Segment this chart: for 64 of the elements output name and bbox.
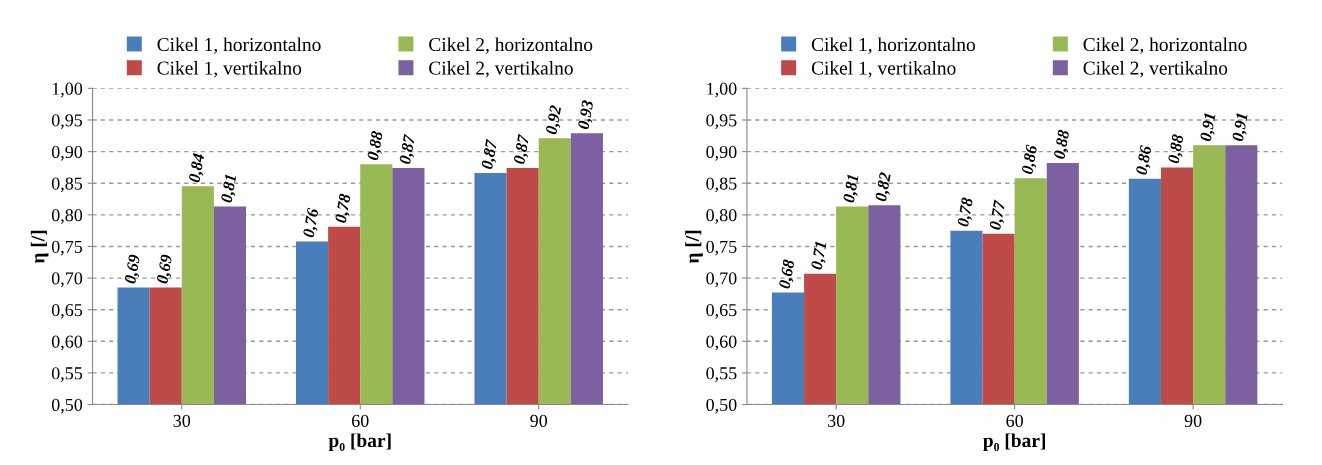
data-label: 0,86	[1135, 144, 1154, 176]
x-tick-label: 60	[351, 414, 369, 427]
y-tick-label: 0,80	[51, 209, 83, 224]
y-tick-label: 0,85	[51, 177, 83, 193]
data-label: 0,82	[874, 171, 894, 203]
data-label: 0,87	[481, 138, 500, 170]
data-label: 0,91	[1231, 113, 1251, 142]
data-label: 0,88	[366, 130, 386, 161]
y-tick-label: 0,70	[706, 272, 737, 288]
data-label: 0,76	[302, 207, 322, 239]
y-axis-title: η [/]	[685, 230, 703, 264]
y-tick-label: 0,55	[706, 367, 737, 382]
x-axis-title: p₀ [bar]	[983, 433, 1045, 452]
data-label: 0,81	[220, 174, 239, 204]
y-tick-label: 0,50	[706, 398, 737, 414]
y-tick-label: 0,65	[51, 303, 83, 319]
legend-label: Cikel 1, horizontalno	[157, 37, 321, 54]
legend-label: Cikel 2, vertikalno	[429, 60, 573, 78]
legend-label: Cikel 2, vertikalno	[1083, 60, 1228, 78]
data-label: 0,92	[545, 104, 564, 136]
x-axis-title: p₀ [bar]	[328, 433, 391, 452]
data-label: 0,86	[1021, 144, 1040, 175]
x-tick-label: 30	[173, 414, 191, 427]
y-tick-label: 0,60	[51, 335, 83, 351]
y-tick-label: 0,85	[706, 177, 737, 193]
y-tick-label: 0,75	[706, 240, 737, 256]
data-label: 0,88	[1053, 129, 1072, 160]
x-tick-label: 90	[1184, 414, 1202, 427]
x-tick-label: 60	[1006, 414, 1023, 427]
y-tick-label: 0,70	[51, 272, 83, 288]
legend-label: Cikel 1, horizontalno	[811, 37, 975, 54]
y-tick-label: 0,55	[51, 367, 83, 382]
data-label: 0,78	[334, 193, 354, 224]
legend-label: Cikel 2, horizontalno	[429, 37, 593, 54]
y-tick-label: 0,50	[51, 398, 83, 414]
data-label: 0,68	[778, 259, 797, 290]
data-label: 0,88	[1167, 133, 1187, 165]
data-label: 0,91	[1199, 113, 1218, 142]
data-label: 0,77	[989, 199, 1008, 231]
data-label: 0,84	[188, 153, 207, 184]
data-label: 0,81	[842, 174, 861, 204]
legend-label: Cikel 2, horizontalno	[1083, 37, 1247, 54]
legend-label: Cikel 1, vertikalno	[811, 60, 956, 78]
legend-label: Cikel 1, vertikalno	[157, 60, 302, 78]
data-label: 0,69	[124, 254, 143, 285]
data-label: 0,87	[399, 133, 418, 165]
y-tick-label: 1,00	[707, 82, 737, 98]
y-axis-title: η [/]	[30, 230, 49, 264]
data-label: 0,69	[156, 254, 175, 285]
y-tick-label: 0,95	[706, 114, 737, 130]
data-label: 0,87	[513, 133, 532, 165]
y-tick-label: 0,90	[51, 145, 83, 161]
data-label: 0,78	[957, 197, 976, 228]
x-tick-label: 30	[828, 414, 845, 427]
x-tick-label: 90	[530, 414, 548, 427]
y-tick-label: 1,00	[52, 82, 83, 98]
data-label: 0,93	[577, 99, 596, 130]
y-tick-label: 0,75	[51, 240, 83, 256]
data-label: 0,71	[810, 241, 829, 271]
y-tick-label: 0,65	[706, 303, 737, 319]
y-tick-label: 0,60	[706, 335, 737, 351]
y-tick-label: 0,95	[51, 114, 83, 130]
y-tick-label: 0,80	[706, 209, 737, 224]
y-tick-label: 0,90	[706, 145, 737, 161]
